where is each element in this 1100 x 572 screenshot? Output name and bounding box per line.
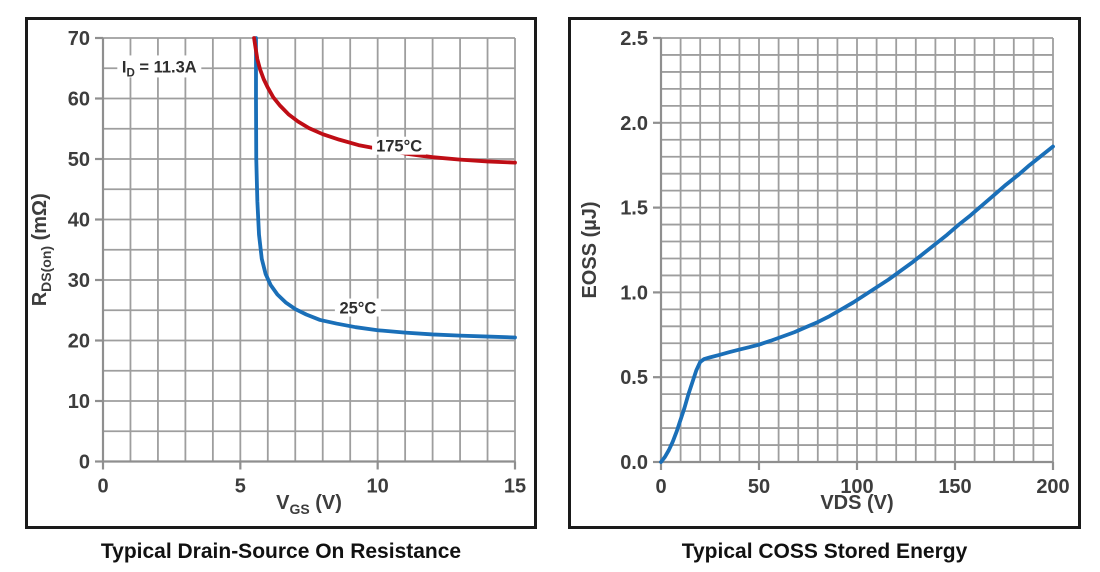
series-175c: [252, 36, 517, 165]
y-tick-label: 70: [68, 28, 90, 50]
x-tick-label: 5: [235, 476, 246, 498]
chart-title-rdson: Typical Drain-Source On Resistance: [100, 540, 462, 563]
y-axis-label: RDS(on) (mΩ): [29, 193, 54, 306]
y-tick-label: 1.5: [620, 198, 648, 220]
series-25c: [254, 36, 517, 340]
y-tick-label: 2.5: [620, 28, 648, 50]
series-eoss: [659, 144, 1055, 464]
x-axis-label: VGS (V): [276, 492, 342, 517]
x-tick-label: 15: [504, 476, 526, 498]
y-tick-label: 30: [68, 270, 90, 292]
svg-text:25°C: 25°C: [339, 300, 376, 318]
svg-text:175°C: 175°C: [376, 138, 422, 156]
x-tick-label: 100: [840, 476, 873, 498]
panel-border: [25, 17, 537, 529]
grid: [660, 37, 1054, 463]
x-tick-label: 150: [938, 476, 971, 498]
x-tick-label: 0: [655, 476, 666, 498]
x-axis-label: VDS (V): [820, 492, 893, 514]
x-tick-label: 50: [748, 476, 770, 498]
y-tick-label: 40: [68, 210, 90, 232]
y-tick-label: 0: [79, 452, 90, 474]
series-label-25c: 25°C: [334, 298, 381, 318]
svg-text:ID = 11.3A: ID = 11.3A: [122, 58, 197, 79]
y-tick-label: 2.0: [620, 113, 648, 135]
x-tick-label: 10: [367, 476, 389, 498]
y-tick-label: 60: [68, 89, 90, 111]
tick-labels: 0 5 10 15 0 10 20 30 40 50 60 70: [68, 28, 526, 498]
y-tick-label: 10: [68, 391, 90, 413]
y-tick-label: 20: [68, 331, 90, 353]
x-tick-label: 200: [1036, 476, 1069, 498]
axes: [95, 36, 517, 470]
chart-title-eoss: Typical COSS Stored Energy: [681, 540, 968, 563]
series-label-175c: 175°C: [372, 136, 427, 156]
tick-labels: 0 50 100 150 200 0.0 0.5 1.0 1.5 2.0 2.5: [620, 28, 1070, 498]
y-tick-label: 0.5: [620, 367, 648, 389]
drain-current-annotation: ID = 11.3A: [117, 55, 202, 79]
rdson-chart: 0 5 10 15 0 10 20 30 40 50 60 70 VGS (V) RDS(on) (mΩ)…: [25, 17, 537, 529]
x-tick-label: 0: [97, 476, 108, 498]
axes: [653, 36, 1055, 470]
y-tick-label: 1.0: [620, 282, 648, 304]
y-tick-label: 0.0: [620, 452, 648, 474]
y-axis-label: EOSS (µJ): [579, 201, 601, 298]
y-tick-label: 50: [68, 149, 90, 171]
eoss-chart: 0 50 100 150 200 0.0 0.5 1.0 1.5 2.0 2.5 VDS (V) EOS…: [568, 17, 1081, 529]
